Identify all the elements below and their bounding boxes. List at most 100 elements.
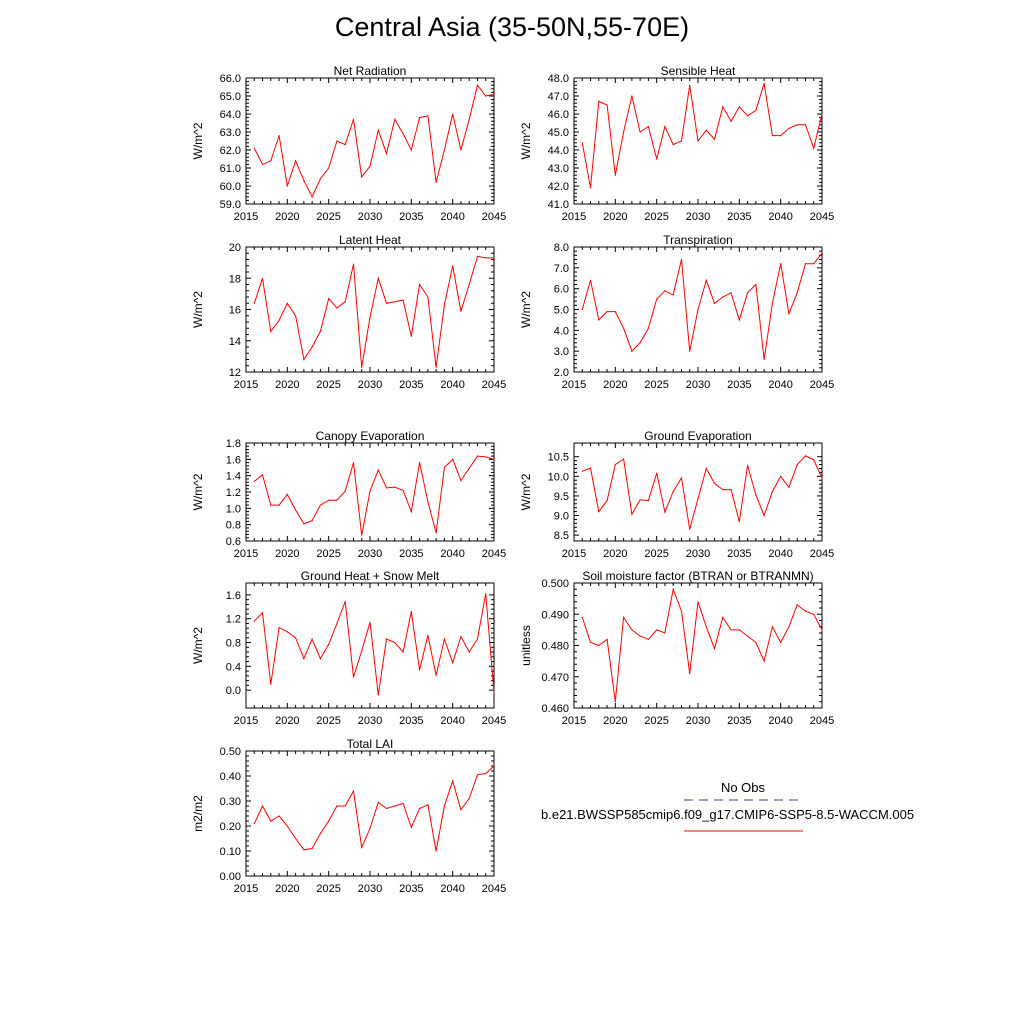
x-tick-label: 2035	[727, 715, 751, 727]
y-tick-label: 7.0	[554, 263, 569, 275]
y-tick-label: 42.0	[548, 181, 569, 193]
x-tick-label: 2020	[603, 211, 627, 223]
data-point	[452, 780, 454, 782]
data-point	[647, 327, 650, 329]
data-point	[821, 629, 823, 631]
data-point	[286, 493, 288, 495]
data-point	[656, 629, 658, 631]
data-point	[771, 626, 774, 628]
y-tick-label: 46.0	[548, 109, 569, 121]
y-tick-label: 10.5	[548, 452, 569, 464]
data-point	[796, 464, 798, 466]
series-line	[253, 593, 495, 695]
data-point	[460, 310, 462, 312]
data-point	[485, 772, 487, 775]
data-point	[705, 626, 707, 628]
data-point	[261, 277, 264, 279]
x-tick-label: 2040	[440, 715, 464, 727]
data-point	[427, 804, 429, 806]
x-tick-label: 2040	[440, 379, 464, 391]
y-tick-label: 12	[229, 367, 241, 379]
data-point	[435, 850, 437, 852]
x-tick-label: 2020	[603, 715, 627, 727]
data-point	[623, 327, 625, 329]
data-point	[369, 490, 371, 492]
chart-panel-6: Ground Evaporation W/m^2 2015 2020 2025 2030 2…	[519, 429, 834, 560]
x-tick-label: 2015	[562, 715, 586, 727]
panel-title: Transpiration	[663, 233, 733, 247]
x-tick-label: 2035	[399, 883, 423, 895]
data-point	[680, 477, 683, 479]
data-point	[460, 480, 462, 482]
data-point	[352, 462, 355, 464]
series-line	[253, 84, 495, 198]
data-point	[385, 302, 388, 304]
x-tick-label: 2015	[562, 211, 586, 223]
data-point	[813, 613, 815, 615]
data-point	[319, 178, 321, 180]
data-point	[427, 296, 429, 298]
data-point	[452, 662, 454, 664]
data-point	[468, 651, 470, 653]
y-tick-label: 0.00	[220, 871, 241, 883]
y-tick-label: 1.2	[226, 487, 241, 499]
data-point	[402, 299, 404, 301]
data-point	[394, 301, 396, 303]
x-tick-label: 2025	[644, 379, 668, 391]
data-point	[435, 674, 437, 676]
x-tick-label: 2020	[275, 715, 299, 727]
x-tick-label: 2030	[686, 211, 710, 223]
data-point	[598, 644, 600, 647]
y-tick-label: 0.6	[226, 536, 241, 548]
data-point	[278, 627, 280, 629]
y-tick-label: 3.0	[554, 346, 569, 358]
data-point	[336, 499, 338, 501]
data-point	[303, 849, 305, 851]
data-point	[589, 641, 592, 644]
y-tick-label: 0.500	[541, 578, 569, 590]
data-point	[476, 638, 479, 640]
data-point	[303, 358, 305, 361]
data-point	[598, 100, 600, 102]
data-point	[303, 523, 305, 525]
data-point	[713, 302, 716, 304]
data-point	[788, 626, 790, 628]
data-point	[295, 637, 297, 639]
data-point	[606, 311, 608, 313]
data-point	[286, 302, 288, 304]
data-point	[402, 489, 404, 491]
y-tick-label: 0.8	[226, 520, 241, 532]
data-point	[589, 467, 592, 469]
data-point	[394, 805, 396, 807]
data-point	[796, 292, 798, 294]
data-point	[493, 93, 495, 95]
data-point	[344, 805, 346, 807]
data-point	[361, 846, 363, 848]
data-point	[336, 140, 338, 142]
data-point	[427, 501, 429, 503]
y-axis-label: W/m^2	[519, 473, 533, 510]
x-tick-label: 2015	[234, 548, 258, 560]
data-point	[336, 307, 338, 309]
data-point	[705, 129, 707, 131]
x-tick-label: 2040	[440, 548, 464, 560]
x-tick-label: 2040	[768, 715, 792, 727]
data-point	[647, 126, 650, 128]
x-tick-label: 2045	[810, 548, 834, 560]
chart-panel-1: Net Radiation W/m^2 2015 2020 2025 2030 2035 20…	[191, 64, 506, 223]
y-tick-label: 9.5	[554, 491, 569, 503]
data-point	[730, 489, 732, 491]
x-tick-label: 2045	[482, 379, 506, 391]
x-tick-label: 2015	[562, 548, 586, 560]
data-point	[623, 131, 625, 133]
data-point	[303, 180, 305, 182]
data-point	[713, 648, 716, 650]
data-point	[270, 683, 272, 685]
data-point	[656, 298, 658, 300]
data-point	[656, 472, 658, 474]
data-point	[286, 825, 288, 827]
data-point	[763, 358, 765, 361]
data-point	[452, 265, 454, 267]
y-tick-label: 45.0	[548, 127, 569, 139]
